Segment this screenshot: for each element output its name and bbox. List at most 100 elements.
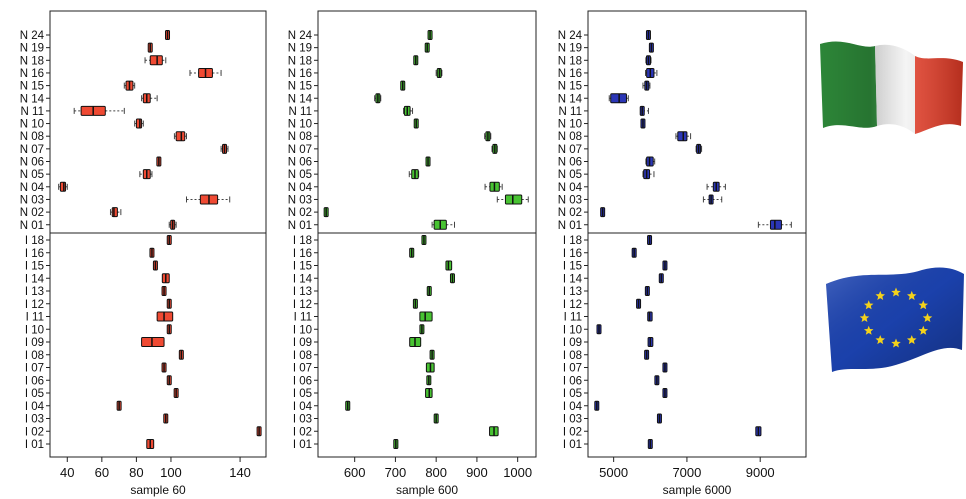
y-tick-label: I 05 [25,388,44,400]
y-tick-label: N 08 [288,131,312,143]
eu-star-icon [875,335,886,345]
y-tick-label: I 08 [25,350,44,362]
box [111,207,118,218]
y-tick-label: N 01 [288,220,312,232]
y-tick-label: N 16 [20,68,44,80]
y-tick-label: I 07 [293,363,312,375]
y-tick-label: I 10 [563,324,582,336]
y-tick-label: I 02 [25,426,44,438]
x-tick-label: 40 [60,465,74,480]
y-tick-label: N 15 [20,81,44,93]
y-tick-label: N 02 [288,207,312,219]
x-tick-label: 600 [344,465,366,480]
eu-flag-icon [826,267,964,372]
y-tick-label: N 02 [20,207,44,219]
x-axis-label: sample 600 [396,483,458,497]
x-tick-label: 140 [229,465,251,480]
y-tick-label: N 04 [288,182,313,194]
y-tick-label: I 18 [563,235,582,247]
y-tick-label: N 06 [288,157,312,169]
y-tick-label: N 24 [20,30,45,42]
y-tick-label: N 02 [558,207,582,219]
y-tick-label: I 03 [563,414,582,426]
y-tick-label: N 11 [21,106,44,118]
eu-star-icon [906,290,917,300]
y-tick-label: N 07 [20,144,44,156]
y-tick-label: I 13 [293,286,312,298]
y-tick-label: I 01 [25,439,44,451]
y-tick-label: I 18 [25,235,44,247]
eu-star-icon [922,313,933,323]
y-tick-label: N 16 [558,68,582,80]
eu-star-icon [859,313,870,323]
y-tick-label: N 15 [558,81,582,93]
y-tick-label: I 12 [563,299,582,311]
y-tick-label: N 01 [558,220,582,232]
eu-star-icon [891,287,901,297]
y-tick-label: N 04 [20,182,45,194]
y-tick-label: I 03 [25,414,44,426]
y-tick-label: N 10 [558,119,582,131]
x-tick-label: 700 [385,465,407,480]
y-tick-label: I 07 [563,363,582,375]
y-tick-label: N 19 [558,43,582,55]
eu-star-icon [875,290,886,300]
y-tick-label: I 05 [293,388,312,400]
y-tick-label: I 16 [293,248,312,260]
y-tick-label: I 09 [25,337,44,349]
y-tick-label: N 11 [559,106,582,118]
y-tick-label: I 02 [293,426,312,438]
y-tick-label: N 18 [288,55,312,67]
x-tick-label: 7000 [672,465,701,480]
y-tick-label: I 16 [25,248,44,260]
box [677,131,688,142]
y-tick-label: I 06 [293,375,312,387]
plot-frame [49,10,267,458]
y-tick-label: N 06 [558,157,582,169]
y-tick-label: I 14 [293,273,313,285]
y-tick-label: N 03 [20,194,44,206]
x-axis-label: sample 6000 [663,483,732,497]
box [504,194,523,205]
y-tick-label: N 18 [558,55,582,67]
y-tick-label: N 08 [20,131,44,143]
y-tick-label: I 11 [26,312,44,324]
y-tick-label: I 15 [293,261,312,273]
box [149,55,163,66]
y-tick-label: N 06 [20,157,44,169]
x-tick-label: 1000 [503,465,532,480]
x-tick-label: 900 [466,465,488,480]
y-tick-label: I 04 [563,401,583,413]
eu-star-icon [918,300,929,310]
x-axis-label: sample 60 [130,483,186,497]
box [419,311,433,322]
x-tick-label: 100 [160,465,182,480]
y-tick-label: N 15 [288,81,312,93]
y-tick-label: N 05 [288,169,312,181]
x-tick-label: 60 [95,465,109,480]
italy-flag-icon [820,41,963,134]
x-tick-label: 9000 [746,465,775,480]
y-tick-label: I 04 [293,401,313,413]
y-tick-label: N 14 [558,93,583,105]
eu-star-icon [863,325,874,335]
y-tick-label: I 11 [564,312,582,324]
y-tick-label: N 10 [20,119,44,131]
eu-star-icon [891,338,901,348]
box [135,118,143,129]
y-tick-label: I 09 [563,337,582,349]
y-tick-label: I 13 [25,286,44,298]
y-tick-label: N 11 [289,106,312,118]
y-tick-label: I 10 [25,324,44,336]
y-tick-label: I 02 [563,426,582,438]
x-tick-label: 80 [129,465,143,480]
x-tick-label: 800 [425,465,447,480]
y-tick-label: I 18 [293,235,312,247]
box [141,337,165,347]
y-tick-label: I 06 [25,375,44,387]
y-tick-label: I 08 [293,350,312,362]
eu-star-icon [863,300,874,310]
